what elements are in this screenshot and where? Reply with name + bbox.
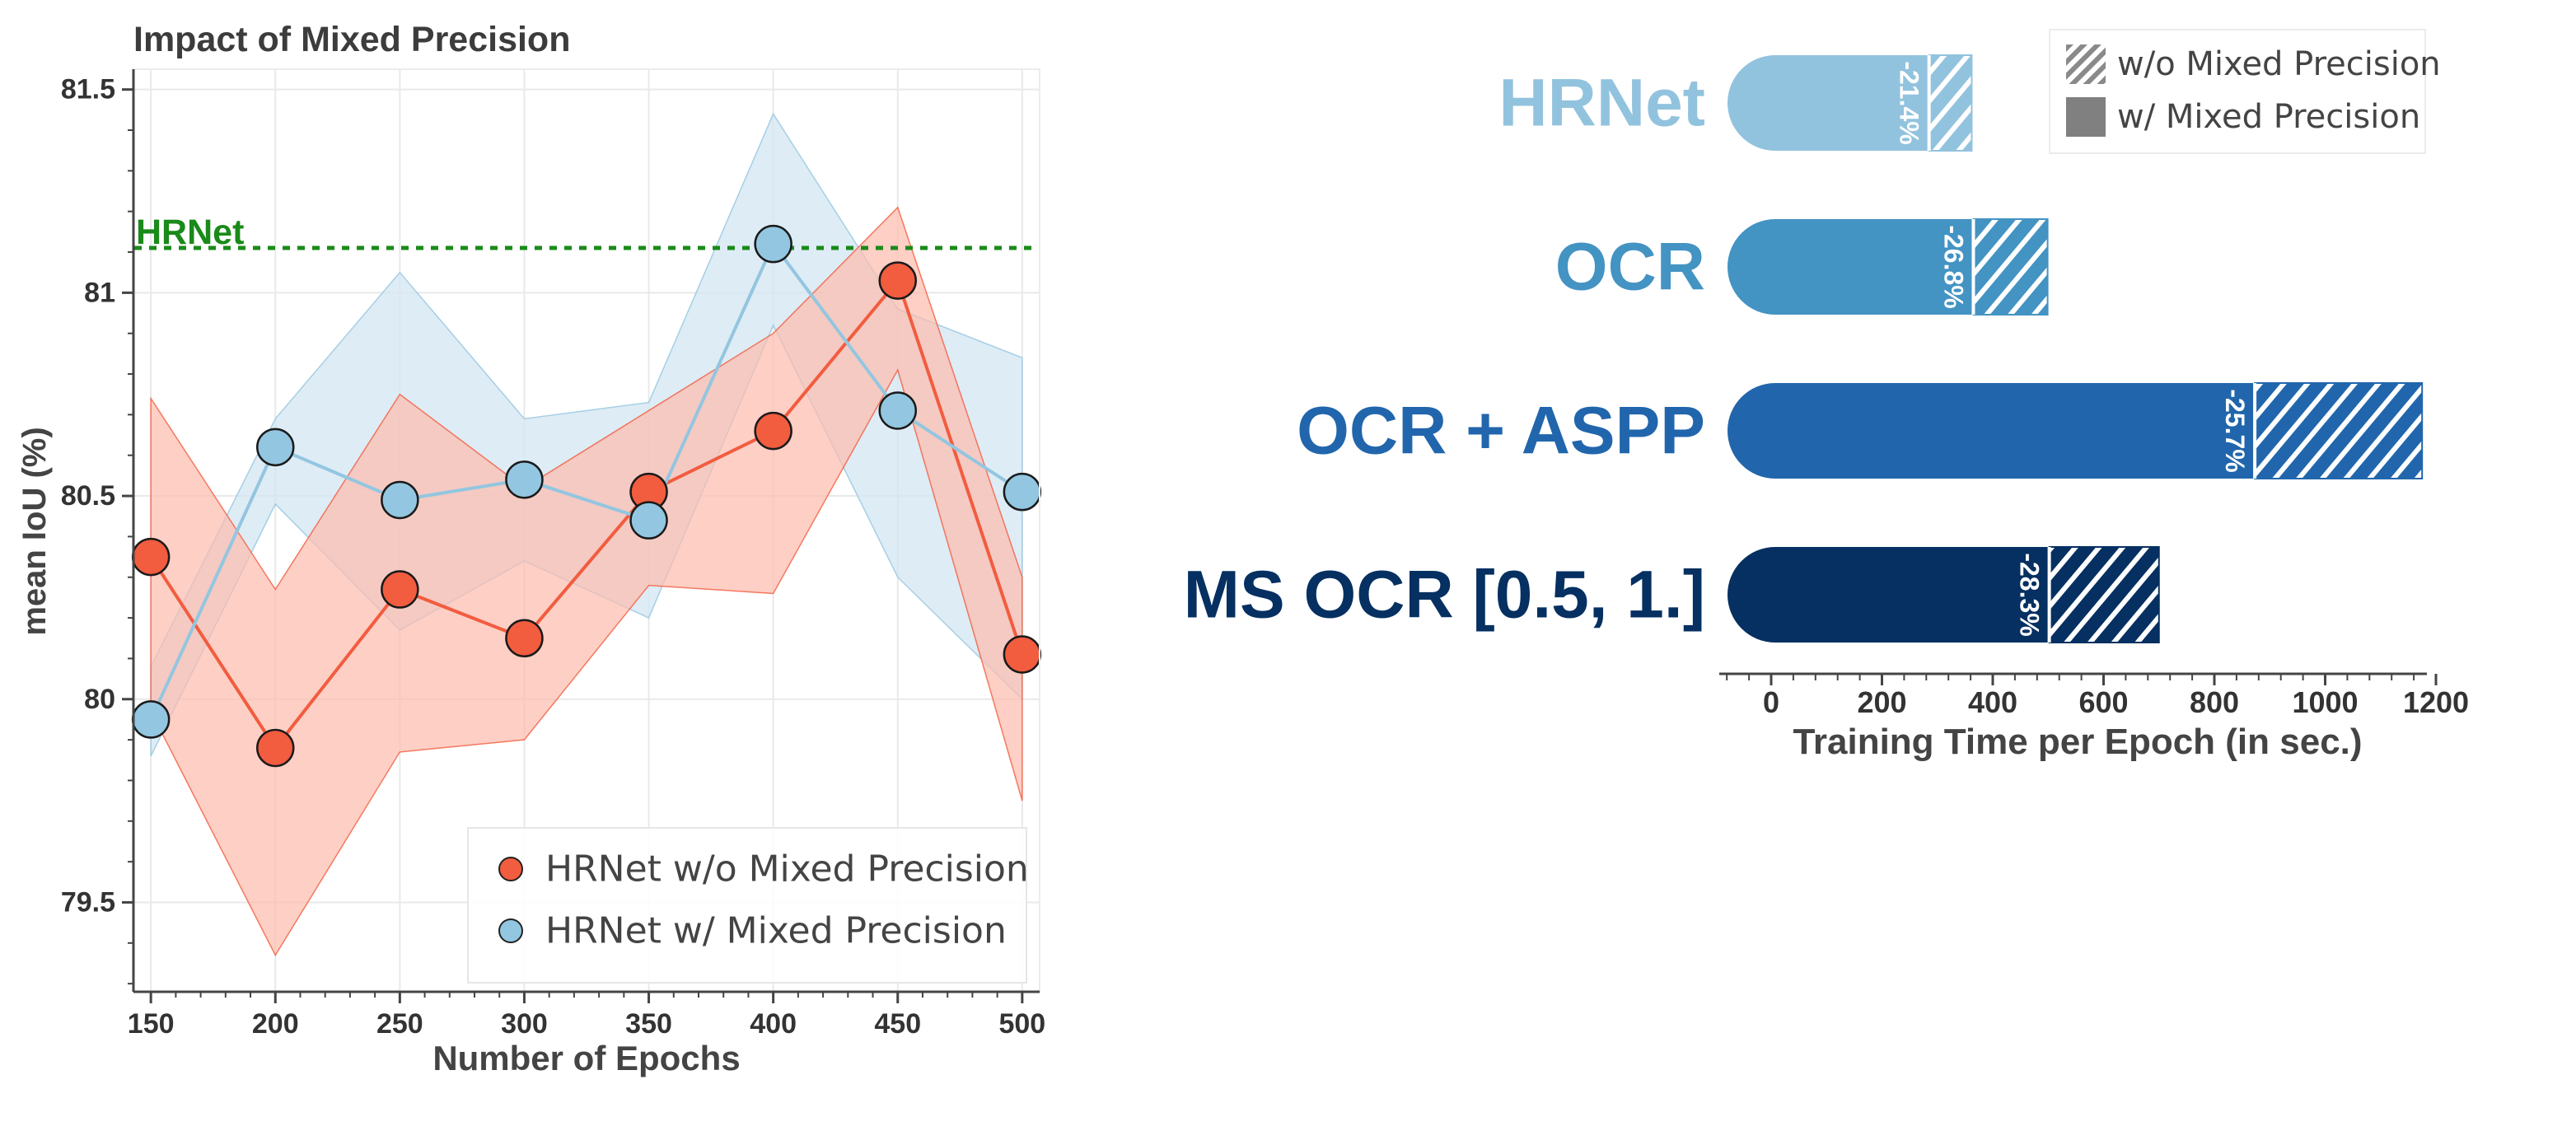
y-tick-label: 81.5 (61, 74, 115, 105)
legend-swatch-solid (2066, 97, 2106, 137)
x-tick-label: 450 (874, 1008, 921, 1040)
bar-row: -28.3% MS OCR [0.5, 1.] (1184, 546, 2160, 643)
bar-x-tick-label: 1000 (2292, 685, 2358, 719)
bar-with-mp (1727, 219, 1974, 315)
bar-chart: -21.4% HRNet -26.8% OCR -25.7% OCR + ASPP -28.… (1184, 29, 2469, 762)
point-w (131, 700, 171, 739)
bar-row: -25.7% OCR + ASPP (1297, 382, 2424, 479)
bar-rows: -21.4% HRNet -26.8% OCR -25.7% OCR + ASPP -28.… (1184, 54, 2424, 643)
y-tick-label: 80.5 (61, 480, 115, 512)
bar-reduction-label: -28.3% (2015, 553, 2045, 636)
bar-with-mp (1727, 547, 2050, 643)
bar-without-mp (2048, 546, 2160, 643)
y-tick-label: 80 (84, 684, 115, 715)
x-tick-label: 400 (750, 1008, 797, 1040)
line-w (149, 241, 1023, 721)
legend-box (467, 827, 1027, 984)
line-chart: Impact of Mixed Precision HRNet 79.5 80 80… (16, 20, 1045, 1077)
bar-x-tick-label: 400 (1968, 685, 2017, 719)
y-tick-label: 79.5 (61, 886, 115, 918)
bar-without-mp (1972, 218, 2049, 315)
series-lines (149, 241, 1024, 751)
bar-x-ticks: 0 200 400 600 800 1000 1200 (1726, 674, 2469, 719)
x-tick-label: 250 (376, 1008, 423, 1040)
bar-without-mp (2254, 382, 2424, 479)
bar-reduction-label: -26.8% (1938, 225, 1968, 308)
bar-x-tick-label: 0 (1763, 685, 1779, 719)
bar-x-tick-label: 600 (2078, 685, 2128, 719)
model-label: OCR (1555, 230, 1705, 305)
line-chart-title: Impact of Mixed Precision (133, 20, 570, 59)
bar-reduction-label: -21.4% (1895, 61, 1924, 144)
bar-x-tick-label: 1200 (2403, 685, 2469, 719)
x-axis-label: Number of Epochs (432, 1039, 740, 1077)
point-wo (754, 411, 792, 451)
x-ticks: 150 200 250 300 350 400 450 500 (128, 992, 1045, 1040)
legend-label-w: HRNet w/ Mixed Precision (545, 910, 1007, 952)
point-w (256, 428, 295, 467)
model-label: OCR + ASPP (1297, 394, 1705, 469)
x-tick-label: 300 (501, 1008, 548, 1040)
bar-row: -21.4% HRNet (1498, 54, 1973, 152)
point-w (754, 224, 792, 264)
bar-legend-label-w: w/ Mixed Precision (2117, 98, 2420, 136)
bar-reduction-label: -25.7% (2220, 389, 2250, 472)
point-wo (1003, 635, 1042, 674)
reference-label: HRNet (136, 213, 244, 252)
x-tick-label: 350 (625, 1008, 672, 1040)
series-points (131, 224, 1042, 768)
line-legend: HRNet w/o Mixed Precision HRNet w/ Mixed… (467, 827, 1029, 984)
x-tick-label: 500 (998, 1008, 1045, 1040)
bar-legend-box (2049, 29, 2426, 154)
legend-marker-wo (498, 857, 523, 881)
point-w (381, 480, 419, 520)
y-axis-label: mean IoU (%) (16, 427, 53, 635)
bar-row: -26.8% OCR (1555, 218, 2049, 315)
point-w (878, 391, 917, 430)
point-w (629, 501, 668, 540)
model-label: MS OCR [0.5, 1.] (1184, 558, 1705, 633)
bar-x-tick-label: 200 (1857, 685, 1906, 719)
y-ticks: 79.5 80 80.5 81 81.5 (61, 74, 133, 985)
legend-label-wo: HRNet w/o Mixed Precision (545, 848, 1029, 890)
point-wo (381, 570, 419, 609)
bar-legend-label-wo: w/o Mixed Precision (2117, 45, 2441, 83)
point-wo (505, 619, 544, 657)
x-tick-label: 200 (252, 1008, 299, 1040)
bar-without-mp (1928, 54, 1973, 152)
bar-legend: w/o Mixed Precision w/ Mixed Precision (2049, 29, 2441, 154)
y-tick-label: 81 (84, 277, 115, 308)
point-w (1003, 472, 1042, 512)
line-wo (149, 277, 1024, 751)
point-wo (878, 261, 917, 300)
point-w (505, 460, 544, 499)
legend-marker-w (498, 918, 523, 943)
point-wo (256, 728, 295, 768)
bar-with-mp (1727, 383, 2256, 479)
model-label: HRNet (1498, 66, 1705, 141)
legend-swatch-hatched (2066, 44, 2106, 84)
bar-with-mp (1727, 55, 1929, 151)
x-tick-label: 150 (128, 1008, 175, 1040)
bar-x-axis-label: Training Time per Epoch (in sec.) (1793, 722, 2362, 762)
point-wo (131, 537, 171, 577)
bar-x-tick-label: 800 (2190, 685, 2239, 719)
